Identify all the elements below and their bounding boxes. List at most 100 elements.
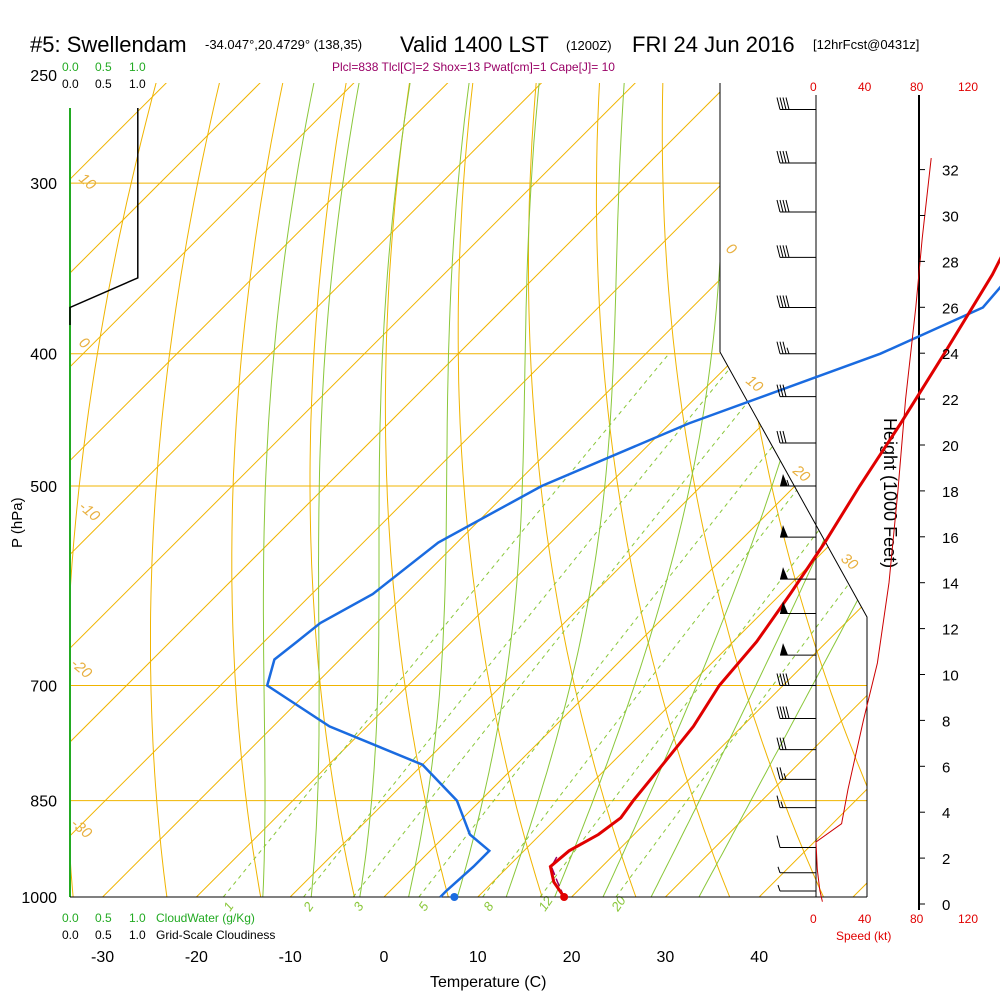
wind-barb-tick-6	[782, 384, 787, 397]
wind-barb-flag-8	[780, 474, 788, 486]
dry-adiabat-260	[231, 83, 291, 897]
height-tick-18: 18	[942, 484, 959, 501]
speed-tick-top-0: 0	[810, 80, 817, 94]
cloud-scale-green-1: 0.5	[95, 60, 112, 74]
speed-axis-label: Speed (kt)	[836, 929, 891, 943]
wind-barb-tick-4	[785, 295, 790, 308]
pressure-tick-250: 250	[30, 68, 57, 85]
wind-barb-0	[776, 97, 816, 111]
temperature-tick-40: 40	[750, 949, 768, 966]
isotherm-label-1: 0	[75, 334, 93, 353]
height-tick-0: 0	[942, 897, 950, 914]
height-tick-20: 20	[942, 438, 959, 455]
wind-barb-tick-14	[782, 706, 787, 719]
forecast-tag: [12hrFcst@0431z]	[813, 37, 919, 52]
dry-adiabat-270	[309, 83, 362, 897]
temperature-tick--20: -20	[185, 949, 208, 966]
dry-adiabat-280	[384, 83, 457, 897]
wind-barb-tick-7	[779, 430, 784, 444]
wind-barb-6	[776, 384, 816, 398]
wind-barb-tick-18	[776, 835, 781, 848]
pressure-tick-500: 500	[30, 479, 57, 496]
dry-adiabat-370	[976, 51, 1000, 926]
moist-adiabat--10	[260, 83, 322, 897]
wind-barb-20	[777, 884, 816, 892]
parcel-line	[550, 853, 565, 898]
dry-adiabat-310	[595, 83, 743, 897]
mixing-ratio-label-3: 5	[415, 899, 432, 914]
cloud-scale-bottom-green-1: 0.5	[95, 911, 112, 925]
wind-barb-tick-6	[776, 384, 781, 397]
pressure-tick-300: 300	[30, 176, 57, 193]
valid-date: FRI 24 Jun 2016	[632, 32, 795, 57]
dry-adiabat-290	[457, 83, 552, 897]
isotherm-label-4: -30	[67, 815, 95, 842]
isotherm--90	[70, 83, 363, 897]
height-tick-8: 8	[942, 713, 950, 730]
wind-barb-tick-4	[776, 295, 781, 308]
speed-tick-top-2: 80	[910, 80, 924, 94]
wind-barb-tick-4	[782, 295, 787, 308]
height-tick-16: 16	[942, 530, 959, 547]
wind-barb-14	[776, 706, 816, 719]
height-tick-30: 30	[942, 209, 959, 226]
wind-barb-tick-5	[782, 341, 787, 354]
isotherm--70	[70, 83, 550, 897]
wind-barb-12	[780, 643, 816, 656]
cloud-scale-bottom-black-1: 0.5	[95, 928, 112, 942]
mixing-ratio-8	[482, 353, 867, 897]
dry-adiabat-240	[70, 83, 166, 897]
moist-adiabat--5	[307, 83, 366, 897]
wind-speed-series	[815, 158, 932, 902]
wind-barbs	[776, 97, 816, 892]
wind-barb-tick-17	[776, 795, 781, 808]
isotherm-label-6: 10	[742, 372, 766, 396]
wind-barb-tick-4	[779, 295, 784, 308]
isotherm-10	[477, 83, 867, 897]
moist-adiabat-5	[401, 83, 474, 897]
wind-barb-tick-1	[782, 150, 787, 164]
wind-barb-tick-14	[779, 706, 784, 719]
wind-barb-flag-9	[780, 525, 788, 538]
speed-tick-bottom-3: 120	[958, 912, 978, 926]
cloud-scale-bottom: 0.0 0.5 1.0 CloudWater (g/Kg) 0.0 0.5 1.…	[62, 911, 275, 942]
wind-barb-tick-2	[776, 199, 781, 213]
dry-adiabat-350	[850, 83, 867, 897]
pressure-tick-850: 850	[30, 794, 57, 811]
pressure-tick-400: 400	[30, 347, 57, 364]
wind-barb-15	[776, 737, 816, 751]
plot-outline	[69, 83, 920, 910]
height-tick-12: 12	[942, 622, 959, 639]
wind-barb-3	[776, 245, 816, 258]
height-tick-4: 4	[942, 805, 950, 822]
wind-barb-tick-0	[785, 97, 790, 110]
station-coords: -34.047°,20.4729° (138,35)	[205, 37, 362, 52]
mixing-ratio-label-1: 2	[300, 899, 317, 915]
wind-barb-18	[776, 835, 816, 849]
isotherm--100	[70, 83, 269, 897]
wind-barb-tick-2	[782, 199, 787, 213]
wind-barb-tick-16	[779, 767, 784, 780]
wind-barb-tick-0	[782, 97, 787, 110]
wind-barb-flag-12	[780, 643, 788, 656]
moist-adiabat-10	[448, 83, 544, 897]
wind-barb-2	[776, 199, 816, 213]
wind-barb-19	[777, 866, 816, 874]
mixing-ratio-label-6: 20	[608, 893, 630, 915]
wind-barb-tick-3	[785, 245, 790, 258]
wind-barb-half-16	[783, 773, 787, 780]
cloud-scale-bottom-black-0: 0.0	[62, 928, 79, 942]
temperature-tick-0: 0	[380, 949, 389, 966]
wind-barb-tick-14	[776, 706, 781, 719]
wind-barb-10	[780, 567, 816, 580]
height-tick-14: 14	[942, 576, 959, 593]
wind-barb-flag-10	[780, 567, 788, 580]
wind-barb-tick-3	[779, 245, 784, 258]
wind-barb-tick-13	[785, 673, 790, 686]
wind-barb-tick-2	[779, 199, 784, 213]
wind-barb-tick-0	[779, 97, 784, 110]
moist-adiabat-0	[354, 83, 416, 897]
wind-barb-5	[776, 341, 816, 355]
wind-barb-9	[780, 525, 816, 538]
